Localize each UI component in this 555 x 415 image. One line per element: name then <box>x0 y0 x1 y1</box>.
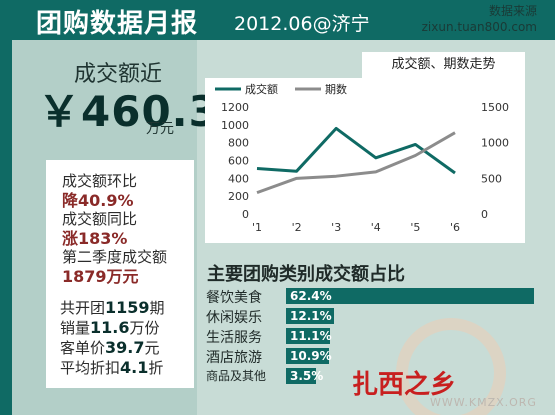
unit-price: 客单价39.7元 <box>60 337 160 358</box>
left-edge-bar <box>0 0 12 415</box>
series-line-2 <box>256 131 456 195</box>
legend-label-2: 期数 <box>325 83 347 96</box>
legend-label-1: 成交额 <box>245 82 278 96</box>
category-value-label: 10.9% <box>290 349 332 363</box>
y-left-tick-label: 400 <box>228 172 249 185</box>
y-left-tick-label: 600 <box>228 155 249 168</box>
x-tick-label: '3 <box>331 221 341 234</box>
mom-value: 降40.9% <box>62 191 134 210</box>
yoy-value: 涨183% <box>62 229 128 248</box>
y-left-tick-label: 1200 <box>221 101 249 114</box>
issues-number: 1159 <box>105 298 150 317</box>
turnover-label: 成交额近 <box>74 62 163 87</box>
y-right-tick-label: 500 <box>481 172 502 185</box>
series-line-1 <box>256 126 456 175</box>
report-date: 2012.06@济宁 <box>234 13 370 35</box>
category-title: 主要团购类别成交额占比 <box>207 264 405 285</box>
category-bar <box>286 348 330 364</box>
data-source-label: 数据来源 <box>488 4 537 18</box>
line-chart: 0 200 400 600 800 1000 1200 0 500 1000 1500 '1 '2 '3 '… <box>215 82 509 234</box>
category-value-label: 11.1% <box>290 329 332 343</box>
category-bar <box>286 288 534 304</box>
watermark-logo: 扎西之乡 <box>352 370 457 400</box>
category-label: 休闲娱乐 <box>206 310 262 326</box>
turnover-unit: 万元 <box>146 121 174 137</box>
category-bar <box>286 368 316 384</box>
data-source-url: zixun.tuan800.com <box>421 20 537 34</box>
yoy-label: 成交额同比 <box>62 210 138 228</box>
category-bar <box>286 328 331 344</box>
data-source: 数据来源 zixun.tuan800.com <box>422 2 537 34</box>
turnover-figure: ￥460.3 万元 <box>38 78 219 137</box>
x-tick-label: '1 <box>252 221 262 234</box>
issues-prefix: 共开团 <box>60 299 106 317</box>
sales-prefix: 销量 <box>60 319 91 337</box>
stats-box: 成交额环比 降40.9% 成交额同比 涨183% 第二季度成交额 1879万元 … <box>46 160 194 388</box>
category-label: 餐饮美食 <box>206 290 262 306</box>
y-right-tick-label: 1000 <box>481 137 509 150</box>
line-chart-panel: 0 200 400 600 800 1000 1200 0 500 1000 1500 '1 '2 '3 '… <box>205 78 525 243</box>
mom-label: 成交额环比 <box>62 172 138 190</box>
sales-volume: 销量11.6万份 <box>60 317 160 338</box>
price-prefix: 客单价 <box>60 339 106 357</box>
category-bar <box>286 308 335 324</box>
category-value-label: 62.4% <box>290 289 332 303</box>
watermark-url: WWW.KMZX.ORG <box>430 396 537 409</box>
q2-value: 1879万元 <box>62 267 139 286</box>
x-tick-label: '5 <box>410 221 420 234</box>
issues-count: 共开团1159期 <box>60 297 165 318</box>
y-left-tick-label: 1000 <box>221 119 249 132</box>
category-label: 商品及其他 <box>206 369 267 383</box>
y-left-tick-label: 0 <box>242 208 249 221</box>
x-tick-label: '2 <box>292 221 302 234</box>
category-label: 生活服务 <box>206 330 262 346</box>
category-value-label: 3.5% <box>290 369 324 383</box>
turnover-value: ￥460.3 <box>38 87 219 136</box>
discount-prefix: 平均折扣 <box>60 359 121 377</box>
category-label: 酒店旅游 <box>206 350 262 366</box>
x-tick-label: '6 <box>450 221 460 234</box>
x-tick-label: '4 <box>371 221 381 234</box>
y-left-tick-label: 200 <box>228 190 249 203</box>
header-bar: 团购数据月报 2012.06@济宁 数据来源 zixun.tuan800.com <box>12 0 555 40</box>
y-right-tick-label: 0 <box>481 208 488 221</box>
y-right-tick-label: 1500 <box>481 101 509 114</box>
price-suffix: 元 <box>144 339 160 357</box>
price-number: 39.7 <box>105 338 145 357</box>
sales-number: 11.6 <box>90 318 130 337</box>
chart-tab: 成交额、期数走势 <box>362 52 525 78</box>
issues-suffix: 期 <box>149 299 165 317</box>
discount-suffix: 折 <box>148 359 164 377</box>
category-value-label: 12.1% <box>290 309 332 323</box>
q2-label: 第二季度成交额 <box>62 248 168 266</box>
report-title: 团购数据月报 <box>36 9 199 39</box>
y-left-tick-label: 800 <box>228 137 249 150</box>
avg-discount: 平均折扣4.1折 <box>60 357 163 378</box>
discount-number: 4.1 <box>120 358 149 377</box>
sales-suffix: 万份 <box>129 319 160 337</box>
